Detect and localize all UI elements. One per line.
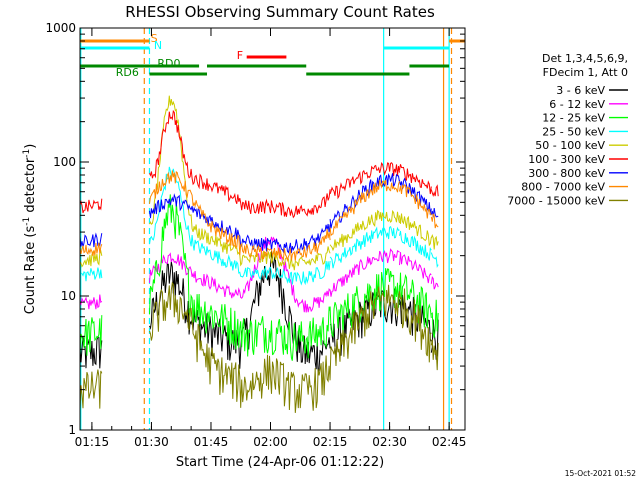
series-segment-2-2 bbox=[329, 268, 400, 339]
y-label-part1: Count Rate (s bbox=[23, 226, 38, 315]
series-segment-7-1 bbox=[149, 170, 331, 263]
series-segment-1-0 bbox=[80, 294, 103, 310]
mode-label-f: F bbox=[237, 49, 243, 62]
series-segment-1-3 bbox=[399, 252, 432, 284]
legend-label-8: 7000 - 15000 keV bbox=[507, 194, 605, 207]
legend: Det 1,3,4,5,6,9, FDecim 1, Att 0 3 - 6 k… bbox=[507, 52, 628, 207]
series-segment-5-4 bbox=[430, 184, 439, 198]
y-label-part3: ) bbox=[23, 144, 38, 149]
x-tick-label-3: 02:00 bbox=[253, 435, 288, 449]
chart-title: RHESSI Observing Summary Count Rates bbox=[125, 3, 435, 21]
axes: 01:15 01:30 01:45 02:00 02:15 02:30 02:45 1 10 10… bbox=[45, 21, 466, 449]
x-axis-label: Start Time (24-Apr-06 01:12:22) bbox=[176, 455, 384, 470]
series-segment-3-4 bbox=[430, 252, 439, 269]
series-segment-1-4 bbox=[430, 276, 439, 290]
series-segment-0-1 bbox=[149, 251, 331, 375]
series-7000-15000-kev bbox=[80, 281, 439, 413]
series-segment-1-1 bbox=[149, 236, 331, 313]
series-300-800-kev bbox=[80, 173, 439, 254]
legend-header-line2: FDecim 1, Att 0 bbox=[543, 66, 628, 79]
legend-label-1: 6 - 12 keV bbox=[549, 98, 605, 111]
series-segment-8-0 bbox=[80, 369, 103, 409]
series-segment-7-3 bbox=[399, 184, 432, 219]
series-segment-6-1 bbox=[149, 193, 331, 254]
series-segment-1-2 bbox=[329, 248, 400, 297]
series-3-6-kev bbox=[80, 251, 439, 375]
y-axis-label: Count Rate (s-1 detector-1) bbox=[22, 144, 38, 315]
series-segment-3-2 bbox=[329, 225, 400, 269]
y-label-sup2: -1 bbox=[22, 149, 32, 158]
series-segment-5-0 bbox=[80, 198, 103, 214]
series-segment-8-2 bbox=[329, 284, 400, 379]
y-tick-label-3: 1000 bbox=[45, 21, 76, 35]
y-label-sup1: -1 bbox=[22, 217, 32, 226]
series-segment-8-1 bbox=[149, 281, 331, 413]
series-segment-6-4 bbox=[430, 208, 439, 218]
legend-label-3: 25 - 50 keV bbox=[542, 125, 605, 138]
series-segment-4-2 bbox=[329, 209, 400, 252]
x-tick-label-5: 02:30 bbox=[372, 435, 407, 449]
mode-label-s: S bbox=[151, 32, 158, 45]
legend-label-4: 50 - 100 keV bbox=[535, 139, 605, 152]
y-tick-label-0: 1 bbox=[68, 423, 76, 437]
series-segment-3-1 bbox=[149, 166, 331, 286]
series-segment-2-4 bbox=[430, 299, 439, 338]
series-6-12-kev bbox=[80, 236, 439, 313]
footer-timestamp: 15-Oct-2021 01:52 bbox=[565, 469, 636, 478]
series-12-25-kev bbox=[80, 194, 439, 361]
legend-label-6: 300 - 800 keV bbox=[528, 167, 605, 180]
series-segment-3-3 bbox=[399, 230, 432, 261]
legend-label-5: 100 - 300 keV bbox=[528, 153, 605, 166]
series-segment-5-3 bbox=[399, 164, 432, 195]
plot-area: SN RD0 RD6 F bbox=[80, 28, 465, 430]
legend-label-2: 12 - 25 keV bbox=[542, 112, 605, 125]
mode-label-n: N bbox=[154, 39, 162, 52]
mode-label-rd0: RD0 bbox=[157, 57, 180, 70]
series-segment-7-0 bbox=[80, 242, 103, 257]
legend-header-line1: Det 1,3,4,5,6,9, bbox=[542, 52, 628, 65]
x-tick-label-6: 02:45 bbox=[432, 435, 467, 449]
series-segment-2-3 bbox=[399, 272, 432, 329]
y-tick-label-1: 10 bbox=[61, 289, 76, 303]
series-segment-2-0 bbox=[80, 315, 103, 356]
series-segment-4-0 bbox=[80, 249, 103, 268]
series-segment-8-3 bbox=[399, 288, 432, 363]
plot-content bbox=[80, 28, 453, 430]
series-segment-7-2 bbox=[329, 179, 400, 237]
mode-label-rd6: RD6 bbox=[116, 66, 139, 79]
series-segment-3-0 bbox=[80, 267, 103, 282]
x-tick-label-2: 01:45 bbox=[194, 435, 229, 449]
y-label-part2: detector bbox=[23, 157, 38, 217]
series-25-50-kev bbox=[80, 166, 439, 286]
series-segment-4-4 bbox=[430, 234, 439, 250]
plot-frame bbox=[79, 27, 466, 431]
legend-label-7: 800 - 7000 keV bbox=[521, 181, 605, 194]
series-segment-2-1 bbox=[149, 194, 331, 361]
series-100-300-kev bbox=[80, 109, 439, 219]
x-tick-label-0: 01:15 bbox=[75, 435, 110, 449]
x-tick-label-1: 01:30 bbox=[134, 435, 169, 449]
series-segment-6-3 bbox=[399, 177, 432, 215]
legend-label-0: 3 - 6 keV bbox=[556, 84, 605, 97]
y-tick-label-2: 100 bbox=[53, 155, 76, 169]
series-segment-7-4 bbox=[430, 212, 439, 229]
series-segment-4-3 bbox=[399, 213, 432, 247]
series-segment-5-1 bbox=[149, 109, 331, 219]
series-segment-6-2 bbox=[329, 173, 400, 229]
x-tick-label-4: 02:15 bbox=[313, 435, 348, 449]
series-800-7000-kev bbox=[80, 170, 439, 263]
series-segment-8-4 bbox=[430, 339, 439, 371]
series-segment-5-2 bbox=[329, 161, 400, 200]
